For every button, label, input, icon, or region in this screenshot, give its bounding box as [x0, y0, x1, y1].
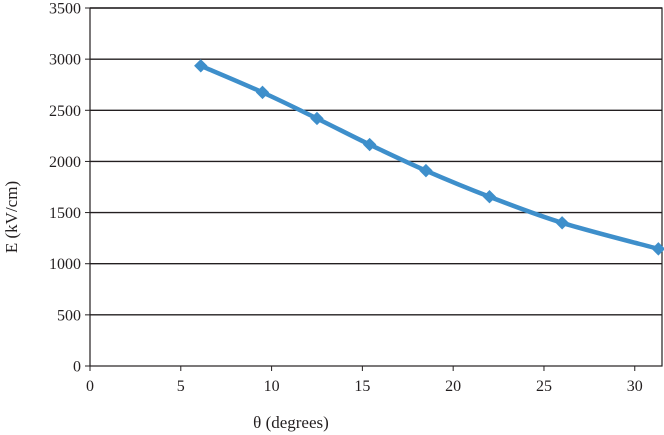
data-point-3	[362, 137, 377, 152]
y-tick-label-1500: 1500	[49, 205, 81, 222]
data-point-5	[482, 190, 497, 204]
data-point-2	[310, 111, 324, 126]
data-point-0	[194, 59, 208, 73]
data-series	[194, 59, 664, 256]
y-tick-label-2000: 2000	[49, 154, 81, 171]
x-tick-label-30: 30	[627, 378, 643, 395]
data-point-7	[651, 242, 664, 256]
series-line-0	[198, 63, 661, 252]
y-tick-label-0: 0	[73, 359, 81, 376]
y-axis-title: E (kV/cm)	[2, 181, 21, 253]
plot-area-border	[89, 7, 663, 367]
tick-labels: 0 500 1000 1500 2000 2500 3000 3500 0 5 10 15 20 25 30	[49, 1, 643, 396]
x-axis-title: θ (degrees)	[253, 413, 329, 432]
data-point-6	[555, 216, 569, 230]
x-tick-label-5: 5	[177, 378, 185, 395]
data-point-1	[255, 85, 270, 100]
y-tick-label-500: 500	[57, 307, 81, 324]
axes	[85, 7, 663, 371]
y-tick-label-2500: 2500	[49, 103, 81, 120]
x-tick-label-15: 15	[354, 378, 370, 395]
y-tick-label-3000: 3000	[49, 52, 81, 69]
data-point-4	[419, 163, 433, 178]
x-tick-label-10: 10	[264, 378, 280, 395]
x-tick-label-25: 25	[536, 378, 552, 395]
x-tick-label-0: 0	[86, 378, 94, 395]
gridlines	[90, 7, 662, 316]
y-tick-label-3500: 3500	[49, 1, 81, 18]
x-tick-label-20: 20	[445, 378, 461, 395]
y-tick-label-1000: 1000	[49, 256, 81, 273]
